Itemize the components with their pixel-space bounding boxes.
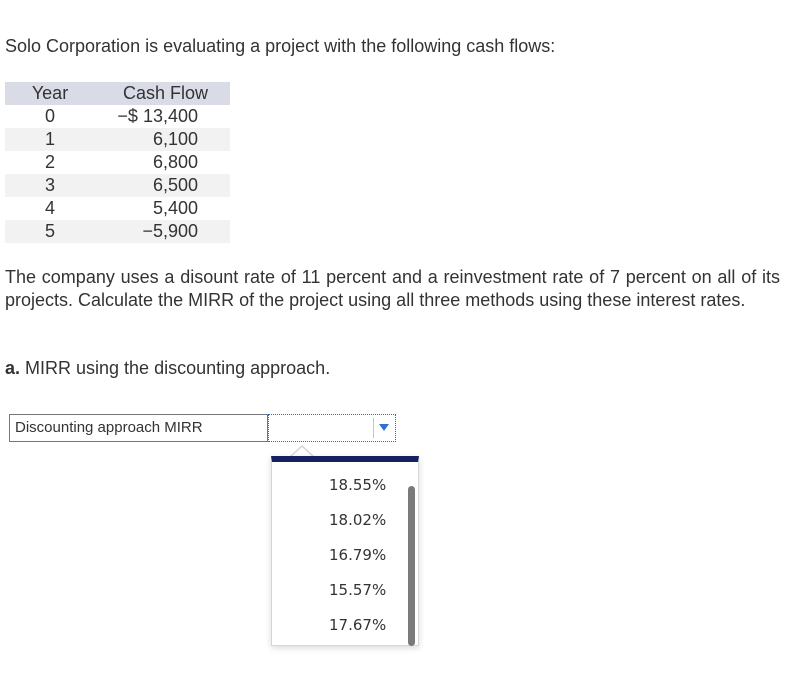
year-cell: 1 [5, 128, 95, 151]
option-item[interactable]: 18.55% [329, 476, 387, 494]
option-item[interactable]: 16.79% [329, 546, 387, 564]
table-row: 0 −$ 13,400 [5, 105, 230, 128]
cash-flow-cell: 6,100 [95, 128, 230, 151]
part-a-text: MIRR using the discounting approach. [20, 358, 331, 378]
table-row: 4 5,400 [5, 197, 230, 220]
cash-flow-cell: 5,400 [152, 198, 198, 218]
cash-flow-cell: −5,900 [95, 220, 230, 243]
year-cell: 5 [5, 220, 95, 243]
year-cell: 2 [44, 152, 55, 172]
table-row: 5 −5,900 [5, 220, 230, 243]
part-a-prompt: a. MIRR using the discounting approach. [5, 358, 330, 379]
triangle-down-icon [378, 424, 389, 431]
cash-flow-cell: 6,800 [152, 152, 198, 172]
option-item[interactable]: 17.67% [329, 616, 387, 634]
cash-flow-table: Year Cash Flow 0 −$ 13,400 1 6,100 2 6,8… [5, 82, 230, 243]
cash-flow-cell: −$ 13,400 [117, 106, 198, 126]
option-item[interactable]: 18.02% [329, 511, 387, 529]
table-row: 2 6,800 [5, 151, 230, 174]
mirr-select[interactable] [268, 414, 396, 442]
option-item[interactable]: 15.57% [329, 581, 387, 599]
year-cell: 3 [5, 174, 95, 197]
select-arrow-button[interactable] [373, 418, 393, 438]
part-a-letter: a. [5, 358, 21, 378]
options-scrollbar[interactable] [408, 486, 415, 646]
table-row: 1 6,100 [5, 128, 230, 151]
question-paragraph: The company uses a disount rate of 11 pe… [5, 267, 780, 310]
mirr-options-list[interactable]: 18.55% 18.02% 16.79% 15.57% 17.67% [271, 456, 419, 646]
question-intro: Solo Corporation is evaluating a project… [5, 36, 556, 56]
year-cell: 4 [44, 198, 55, 218]
mirr-answer-label: Discounting approach MIRR [9, 414, 268, 442]
table-header-row: Year Cash Flow [5, 82, 230, 105]
dropdown-pointer-fill [291, 447, 313, 457]
cash-flow-header: Cash Flow [95, 82, 230, 105]
year-cell: 0 [44, 106, 55, 126]
table-row: 3 6,500 [5, 174, 230, 197]
cash-flow-cell: 6,500 [95, 174, 230, 197]
year-header: Year [5, 82, 95, 105]
